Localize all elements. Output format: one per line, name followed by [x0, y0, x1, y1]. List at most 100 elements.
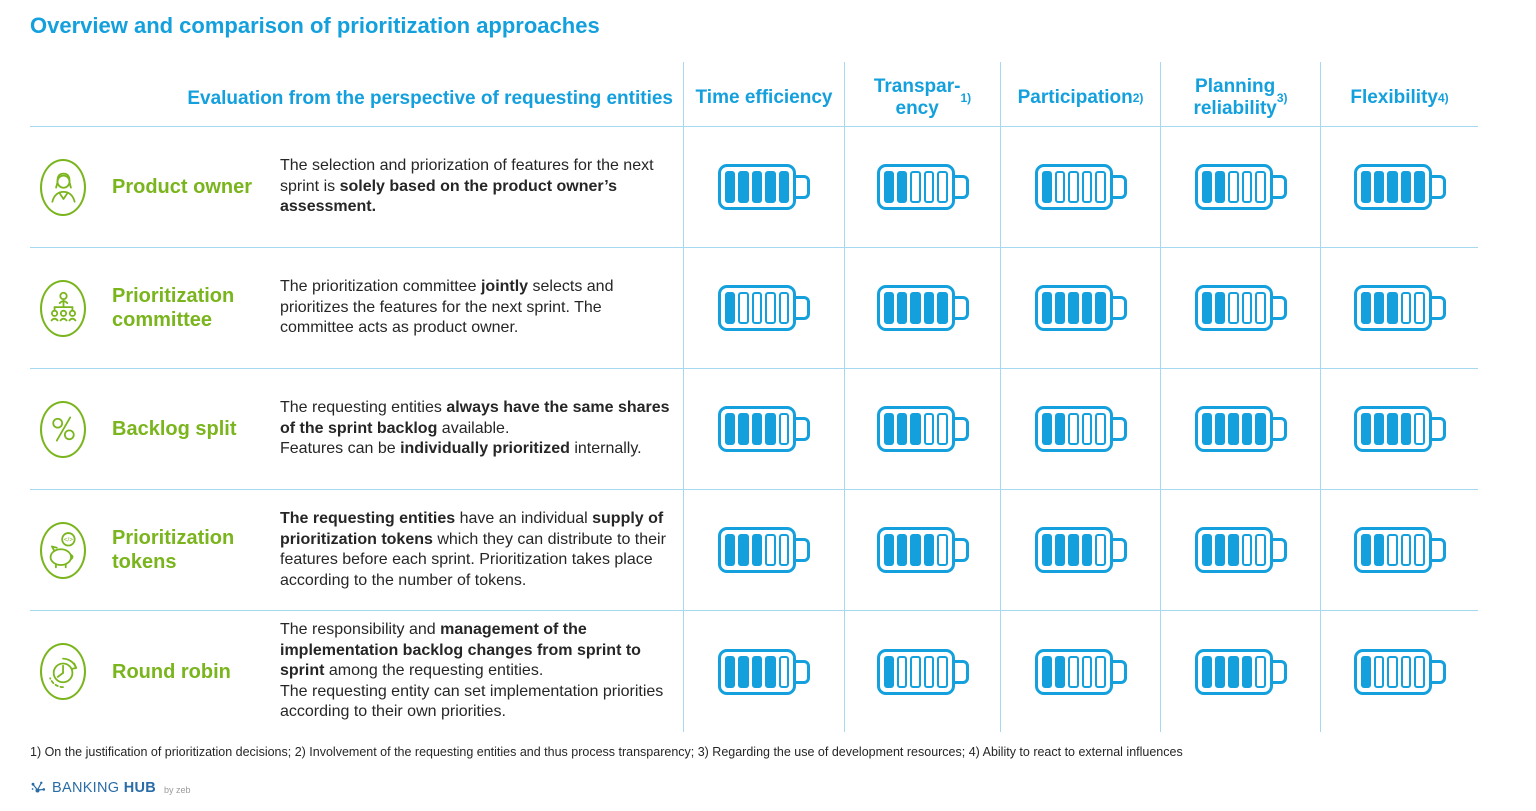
rating-cell — [1000, 127, 1160, 247]
battery-rating-4-of-5-icon — [1194, 648, 1287, 695]
table-header-row: Evaluation from the perspective of reque… — [30, 62, 1478, 127]
battery-body — [1353, 285, 1432, 331]
battery-rating-3-of-5-icon — [1194, 527, 1287, 573]
column-header: Participation 2) — [1000, 62, 1160, 126]
battery-rating-4-of-5-icon — [1034, 527, 1127, 573]
battery-body — [1034, 164, 1113, 210]
battery-body — [876, 285, 955, 331]
battery-rating-5-of-5-icon — [1194, 406, 1287, 452]
page-title: Overview and comparison of prioritizatio… — [30, 13, 600, 38]
battery-rating-3-of-5-icon — [718, 527, 810, 573]
committee-org-chart-icon — [40, 279, 86, 337]
rating-cell — [1320, 127, 1478, 247]
comparison-table: Evaluation from the perspective of reque… — [30, 62, 1478, 732]
rating-cell — [844, 490, 1000, 610]
battery-body — [1034, 648, 1113, 695]
battery-rating-5-of-5-icon — [1353, 164, 1446, 210]
approach-row: </> Prioritization tokens The requesting… — [30, 490, 1478, 611]
approach-name: Prioritization committee — [112, 285, 235, 331]
approach-row: Product owner The selection and prioriza… — [30, 127, 1478, 248]
approach-name: Round robin — [112, 660, 231, 683]
logo-byline: by zeb — [164, 784, 191, 795]
battery-rating-4-of-5-icon — [1353, 406, 1446, 452]
battery-rating-3-of-5-icon — [1353, 285, 1446, 331]
approach-name: Prioritization tokens — [112, 527, 235, 573]
battery-rating-1-of-5-icon — [1034, 164, 1127, 210]
rating-cell — [683, 248, 844, 368]
battery-rating-4-of-5-icon — [876, 527, 969, 573]
rating-cell — [1000, 611, 1160, 732]
battery-body — [1194, 164, 1273, 210]
rating-cell — [1160, 490, 1320, 610]
battery-rating-2-of-5-icon — [1034, 648, 1127, 695]
svg-text:</>: </> — [63, 537, 72, 544]
approach-description: The prioritization committee jointly sel… — [280, 278, 614, 337]
approach-cell: Backlog split The requesting entities al… — [30, 369, 683, 489]
battery-rating-5-of-5-icon — [876, 285, 969, 331]
rating-cell — [683, 490, 844, 610]
battery-rating-2-of-5-icon — [876, 164, 969, 210]
battery-rating-2-of-5-icon — [1194, 285, 1287, 331]
battery-body — [718, 285, 796, 331]
battery-body — [1034, 406, 1113, 452]
approach-description: The requesting entities have an individu… — [280, 510, 666, 589]
evaluation-header: Evaluation from the perspective of reque… — [187, 88, 673, 109]
approach-description: The responsibility and management of the… — [280, 621, 664, 721]
battery-rating-2-of-5-icon — [1194, 164, 1287, 210]
logo-wordmark: BANKING HUB — [52, 780, 157, 796]
approach-description: The requesting entities always have the … — [280, 399, 670, 458]
approach-row: Prioritization committee The prioritizat… — [30, 248, 1478, 369]
rating-cell — [1320, 611, 1478, 732]
battery-body — [876, 164, 955, 210]
rating-cell — [844, 369, 1000, 489]
rating-cell — [844, 248, 1000, 368]
battery-body — [1194, 285, 1273, 331]
rating-cell — [683, 369, 844, 489]
approach-cell: Product owner The selection and prioriza… — [30, 127, 683, 247]
battery-body — [1353, 527, 1432, 573]
battery-rating-1-of-5-icon — [876, 648, 969, 695]
battery-rating-1-of-5-icon — [718, 285, 810, 331]
logo-splash-icon — [31, 781, 46, 793]
battery-body — [718, 527, 796, 573]
battery-body — [876, 406, 955, 452]
rating-cell — [844, 611, 1000, 732]
table-body: Product owner The selection and prioriza… — [30, 127, 1478, 732]
rating-cell — [683, 127, 844, 247]
column-header: Planning reliability 3) — [1160, 62, 1320, 126]
piggy-bank-tokens-icon: </> — [40, 521, 86, 579]
battery-rating-4-of-5-icon — [718, 406, 810, 452]
battery-rating-2-of-5-icon — [1034, 406, 1127, 452]
battery-body — [1034, 527, 1113, 573]
battery-rating-5-of-5-icon — [718, 164, 810, 210]
rating-cell — [1160, 611, 1320, 732]
battery-body — [876, 527, 955, 573]
banking-hub-logo: BANKING HUB by zeb — [30, 780, 1508, 796]
battery-body — [876, 648, 955, 695]
battery-body — [1194, 406, 1273, 452]
battery-body — [718, 648, 796, 695]
clock-cycle-icon — [40, 643, 86, 700]
rating-cell — [1320, 369, 1478, 489]
rating-cell — [1160, 127, 1320, 247]
battery-body — [1194, 648, 1273, 695]
battery-rating-5-of-5-icon — [1034, 285, 1127, 331]
approach-description: The selection and priorization of featur… — [280, 157, 654, 216]
rating-cell — [1000, 369, 1160, 489]
battery-rating-1-of-5-icon — [1353, 648, 1446, 695]
approach-row: Round robin The responsibility and manag… — [30, 611, 1478, 732]
rating-cell — [683, 611, 844, 732]
approach-cell: </> Prioritization tokens The requesting… — [30, 490, 683, 610]
battery-body — [718, 164, 796, 210]
battery-body — [1194, 527, 1273, 573]
battery-body — [1353, 648, 1432, 695]
rating-cell — [1160, 369, 1320, 489]
column-header: Transpar- ency 1) — [844, 62, 1000, 126]
approach-name: Product owner — [112, 176, 253, 198]
rating-cell — [1320, 490, 1478, 610]
battery-body — [1034, 285, 1113, 331]
battery-body — [1353, 164, 1432, 210]
rating-cell — [1000, 490, 1160, 610]
product-owner-icon — [40, 158, 86, 216]
